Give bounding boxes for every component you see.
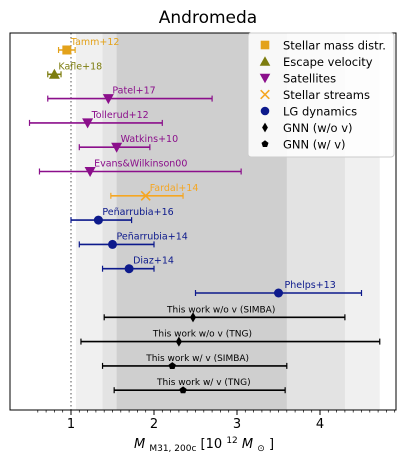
point-row-1: Kafle+18 xyxy=(47,61,102,79)
point-label: This work w/ v (SIMBA) xyxy=(145,354,249,364)
point-label: Patel+17 xyxy=(112,86,155,97)
point-label: This work w/ v (TNG) xyxy=(156,378,251,388)
point-label: Watkins+10 xyxy=(121,134,178,145)
point-row-8: Peñarrubia+14 xyxy=(78,231,188,249)
legend-label-2: Satellites xyxy=(283,72,336,86)
point-marker xyxy=(102,94,114,105)
legend-label-6: GNN (w/ v) xyxy=(283,138,346,152)
x-label-sub: M31, 200c xyxy=(149,444,196,454)
point-marker xyxy=(93,215,103,225)
legend-label-3: Stellar streams xyxy=(283,88,370,102)
point-row-13: This work w/ v (SIMBA) xyxy=(101,354,288,369)
point-marker xyxy=(84,167,96,177)
point-row-3: Tollerud+12 xyxy=(28,110,163,129)
legend-marker-1 xyxy=(259,56,271,66)
point-label: Tamm+12 xyxy=(70,37,120,48)
point-label: Peñarrubia+14 xyxy=(117,231,188,242)
point-marker xyxy=(124,264,134,274)
legend-marker-3 xyxy=(260,89,270,100)
legend-label-5: GNN (w/o v) xyxy=(283,121,353,135)
point-row-7: Peñarrubia+16 xyxy=(70,207,174,225)
point-label: Phelps+13 xyxy=(285,280,336,291)
legend-box xyxy=(247,32,395,158)
point-marker-b xyxy=(140,190,151,201)
legend-marker-3-b xyxy=(260,89,270,100)
point-row-4: Watkins+10 xyxy=(78,134,178,153)
point-label: Kafle+18 xyxy=(58,61,102,72)
x-axis-label: M M31, 200c [10 12 M ⊙ ] xyxy=(134,432,274,455)
x-axis: 1 2 3 4 xyxy=(37,410,396,432)
x-tick-label-1: 1 xyxy=(67,417,75,432)
x-tick-label-4: 4 xyxy=(316,417,324,432)
point-marker xyxy=(82,118,94,129)
x-label-mass: M xyxy=(134,437,145,452)
point-row-14: This work w/ v (TNG) xyxy=(113,378,286,394)
x-label-bracket-close: ] xyxy=(269,437,274,452)
x-label-bracket: [10 xyxy=(201,437,223,452)
point-row-5: Evans&Wilkinson00 xyxy=(38,159,242,177)
legend-marker-6 xyxy=(261,140,269,147)
x-label-msun: M xyxy=(242,437,253,452)
point-row-2: Patel+17 xyxy=(47,86,213,105)
x-label-exp: 12 xyxy=(226,436,237,446)
point-row-9: Diaz+14 xyxy=(101,256,174,274)
point-row-0: Tamm+12 xyxy=(57,37,120,55)
point-label: This work w/o v (SIMBA) xyxy=(166,305,275,315)
point-label: Diaz+14 xyxy=(133,256,174,267)
x-tick-label-2: 2 xyxy=(150,417,158,432)
legend-marker-2 xyxy=(259,73,271,84)
point-marker xyxy=(108,239,117,249)
x-tick-label-3: 3 xyxy=(233,417,241,432)
point-marker xyxy=(140,190,151,201)
point-row-11: This work w/o v (SIMBA) xyxy=(103,305,346,323)
legend-label-4: LG dynamics xyxy=(283,105,357,119)
point-marker xyxy=(274,288,283,298)
x-label-sun-sub: ⊙ xyxy=(257,444,265,454)
point-marker xyxy=(168,362,176,369)
point-marker xyxy=(179,386,187,394)
point-marker xyxy=(48,68,60,79)
point-marker xyxy=(111,142,123,153)
point-label: Peñarrubia+16 xyxy=(102,207,173,218)
chart-title: Andromeda xyxy=(159,8,257,28)
point-marker xyxy=(189,312,197,323)
legend-label-0: Stellar mass distr. xyxy=(283,39,386,53)
point-marker xyxy=(62,45,72,55)
legend: Stellar mass distr. Escape velocity Satell… xyxy=(247,32,395,158)
data-points: Tamm+12 Kafle+18 Patel+17 Tollerud+12 Watkin… xyxy=(28,37,381,394)
point-label: This work w/o v (TNG) xyxy=(152,330,252,340)
point-row-12: This work w/o v (TNG) xyxy=(80,330,381,347)
point-label: Evans&Wilkinson00 xyxy=(94,159,187,170)
point-row-10: Phelps+13 xyxy=(194,280,363,298)
legend-marker-0 xyxy=(260,40,270,50)
point-row-6: Fardal+14 xyxy=(110,183,199,201)
legend-marker-5 xyxy=(262,122,268,133)
plot-frame xyxy=(9,32,397,411)
legend-label-1: Escape velocity xyxy=(283,55,373,69)
point-label: Fardal+14 xyxy=(150,183,199,194)
point-marker xyxy=(175,336,182,347)
point-label: Tollerud+12 xyxy=(91,110,149,121)
legend-marker-4 xyxy=(260,106,270,116)
